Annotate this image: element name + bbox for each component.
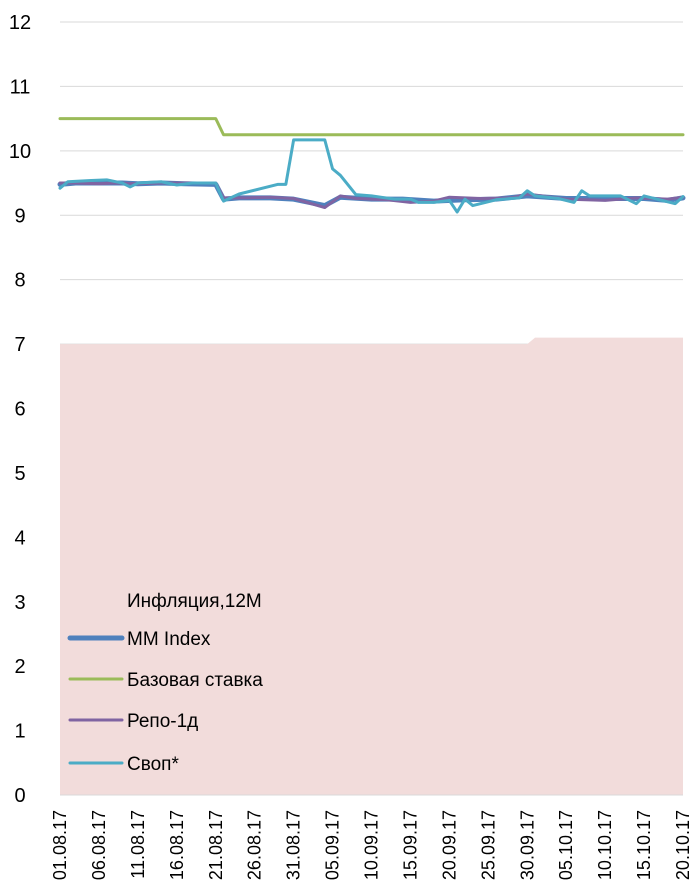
x-tick-label: 15.10.17 — [634, 810, 654, 880]
x-axis: 01.08.17 06.08.17 11.08.17 16.08.17 21.08.17… — [50, 810, 693, 880]
x-tick-label: 11.08.17 — [128, 810, 148, 879]
plot-area — [57, 117, 686, 795]
y-tick-label: 6 — [14, 399, 25, 421]
y-tick-label: 0 — [14, 785, 25, 807]
legend-label: Репо-1д — [127, 711, 198, 732]
x-tick-label: 05.09.17 — [323, 810, 343, 880]
x-tick-label: 21.08.17 — [206, 810, 226, 880]
x-tick-label: 05.10.17 — [556, 810, 576, 880]
y-tick-label: 7 — [14, 334, 25, 356]
x-tick-label: 25.09.17 — [478, 810, 498, 880]
y-tick-label: 11 — [10, 76, 31, 98]
series-line-4 — [58, 138, 685, 214]
y-tick-label: 3 — [14, 592, 25, 614]
x-tick-label: 16.08.17 — [167, 810, 187, 880]
y-tick-label: 2 — [14, 656, 25, 678]
x-tick-label: 20.09.17 — [439, 810, 459, 880]
y-tick-label: 9 — [14, 205, 25, 227]
y-tick-label: 5 — [14, 463, 25, 485]
series-area-inflation — [60, 337, 683, 795]
legend-swatch-inflation — [70, 591, 122, 609]
y-tick-label: 10 — [9, 141, 31, 163]
x-tick-label: 20.10.17 — [673, 810, 693, 880]
x-tick-label: 10.09.17 — [362, 810, 382, 880]
legend-label: Базовая ставка — [127, 670, 263, 691]
x-tick-label: 30.09.17 — [517, 810, 537, 880]
x-tick-label: 06.08.17 — [89, 810, 109, 880]
legend: Инфляция,12M MM Index Базовая ставка Репо-1… — [67, 591, 263, 775]
legend-label: Инфляция,12M — [127, 591, 262, 612]
y-tick-label: 4 — [14, 527, 25, 549]
series-line-2 — [58, 117, 685, 137]
y-tick-label: 12 — [9, 12, 31, 34]
legend-label: MM Index — [127, 629, 211, 650]
x-tick-label: 15.09.17 — [400, 810, 420, 880]
legend-label: Своп* — [127, 754, 179, 775]
x-tick-label: 31.08.17 — [284, 810, 304, 880]
x-tick-label: 10.10.17 — [595, 810, 615, 880]
y-tick-label: 1 — [14, 721, 25, 743]
x-tick-label: 26.08.17 — [245, 810, 265, 880]
x-tick-label: 01.08.17 — [50, 810, 70, 880]
y-tick-label: 8 — [14, 270, 25, 292]
